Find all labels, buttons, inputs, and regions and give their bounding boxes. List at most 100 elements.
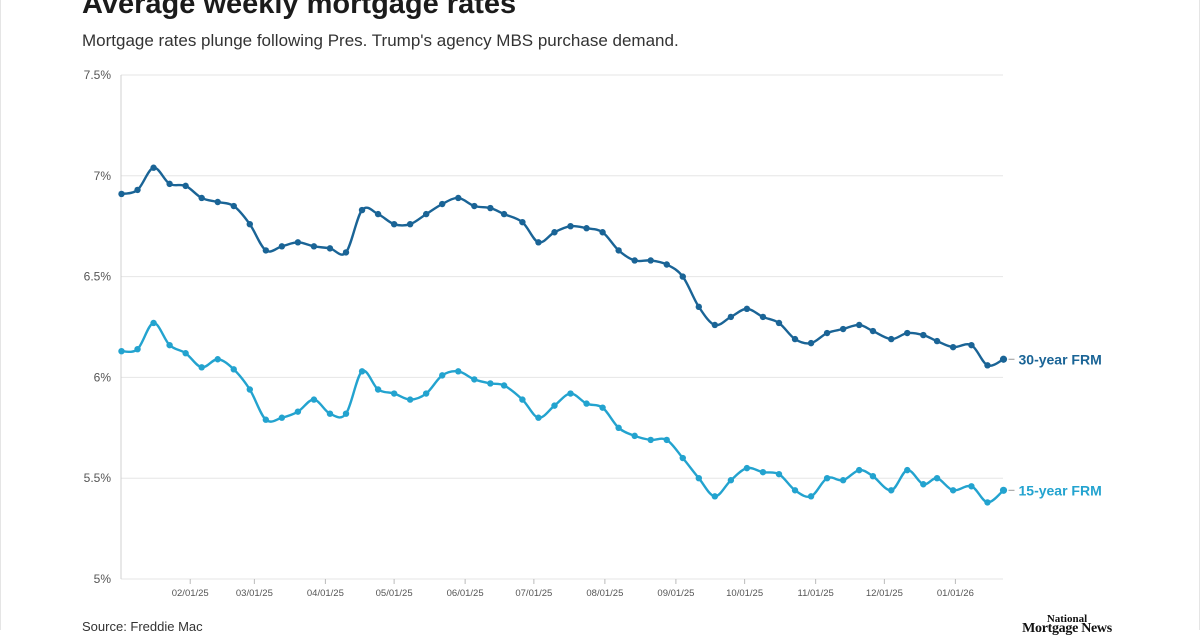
brand-logo: National Mortgage News xyxy=(1012,613,1122,636)
x-tick-label: 04/01/25 xyxy=(307,588,344,599)
data-point xyxy=(198,364,205,371)
data-point xyxy=(455,368,462,375)
x-tick-label: 05/01/25 xyxy=(376,588,413,599)
data-point xyxy=(294,408,302,415)
data-point xyxy=(294,239,302,246)
data-point xyxy=(583,400,590,407)
data-point xyxy=(150,164,157,171)
data-point xyxy=(968,483,975,490)
data-point xyxy=(406,220,414,228)
data-point xyxy=(182,350,189,357)
data-point xyxy=(727,313,735,321)
data-point xyxy=(500,382,508,389)
data-point xyxy=(999,486,1008,494)
data-point xyxy=(647,436,654,444)
data-point xyxy=(759,468,767,476)
data-point xyxy=(823,475,831,482)
data-point xyxy=(358,368,366,375)
data-point xyxy=(743,305,751,313)
data-point xyxy=(471,202,478,210)
data-point xyxy=(583,225,590,232)
data-point xyxy=(422,390,430,397)
x-tick-label: 08/01/25 xyxy=(586,588,623,599)
brand-line-1: National xyxy=(1046,613,1088,625)
data-point xyxy=(839,477,847,484)
data-point xyxy=(390,390,398,397)
data-point xyxy=(230,202,237,210)
x-tick-label: 06/01/25 xyxy=(447,588,484,599)
data-point xyxy=(358,206,366,214)
data-point xyxy=(888,335,895,343)
data-point xyxy=(615,247,622,254)
x-tick-label: 11/01/25 xyxy=(798,588,834,599)
data-point xyxy=(134,345,141,353)
y-tick-label: 7.5% xyxy=(84,68,112,82)
data-point xyxy=(567,390,574,397)
data-point xyxy=(920,481,927,488)
data-point xyxy=(855,321,863,329)
data-point xyxy=(214,356,221,363)
data-point xyxy=(695,475,703,482)
data-point xyxy=(807,339,815,347)
data-point xyxy=(807,493,815,500)
data-point xyxy=(888,487,895,494)
data-point xyxy=(904,466,911,474)
data-point xyxy=(262,247,270,254)
series-end-label: 15-year FRM xyxy=(1019,482,1102,498)
data-point xyxy=(278,414,286,421)
data-point xyxy=(166,341,173,349)
data-point xyxy=(166,180,173,188)
data-point xyxy=(535,239,542,246)
data-point xyxy=(567,223,574,230)
x-tick-label: 10/01/25 xyxy=(726,588,763,599)
data-point xyxy=(374,386,382,393)
x-tick-label: 07/01/25 xyxy=(515,588,552,599)
data-point xyxy=(500,210,508,218)
data-point xyxy=(310,243,318,250)
data-point xyxy=(390,220,398,228)
series-end-label: 30-year FRM xyxy=(1019,351,1102,367)
data-point xyxy=(246,386,253,393)
data-point xyxy=(326,410,334,417)
data-point xyxy=(631,257,638,264)
data-point xyxy=(487,204,494,212)
data-point xyxy=(487,380,494,387)
data-point xyxy=(695,303,703,311)
data-point xyxy=(855,466,863,474)
data-point xyxy=(647,257,654,264)
data-point xyxy=(679,454,686,462)
data-point xyxy=(134,186,141,194)
data-point xyxy=(262,416,270,423)
data-point xyxy=(439,200,446,208)
data-point xyxy=(933,475,941,482)
data-point xyxy=(823,329,831,337)
data-point xyxy=(422,210,430,218)
series-line-30yr xyxy=(121,166,1005,367)
data-point xyxy=(310,396,318,403)
data-point xyxy=(214,198,221,206)
data-point xyxy=(869,472,877,480)
data-point xyxy=(519,396,526,403)
data-point xyxy=(711,321,719,329)
data-point xyxy=(775,319,783,327)
data-point xyxy=(342,410,350,417)
x-tick-label: 01/01/26 xyxy=(937,588,974,599)
y-tick-label: 6% xyxy=(94,370,112,384)
data-point xyxy=(519,218,526,226)
data-point xyxy=(198,194,205,202)
y-tick-label: 5% xyxy=(94,572,112,586)
data-point xyxy=(246,220,253,228)
data-point xyxy=(711,493,719,500)
data-point xyxy=(791,487,799,494)
data-point xyxy=(374,210,382,218)
data-point xyxy=(599,229,606,236)
data-point xyxy=(615,424,622,431)
data-point xyxy=(949,487,957,494)
source-note: Source: Freddie Mac xyxy=(82,619,203,634)
y-tick-label: 7% xyxy=(94,169,112,183)
data-point xyxy=(230,366,237,373)
data-point xyxy=(406,396,414,403)
data-point xyxy=(920,331,927,339)
data-point xyxy=(791,335,799,343)
